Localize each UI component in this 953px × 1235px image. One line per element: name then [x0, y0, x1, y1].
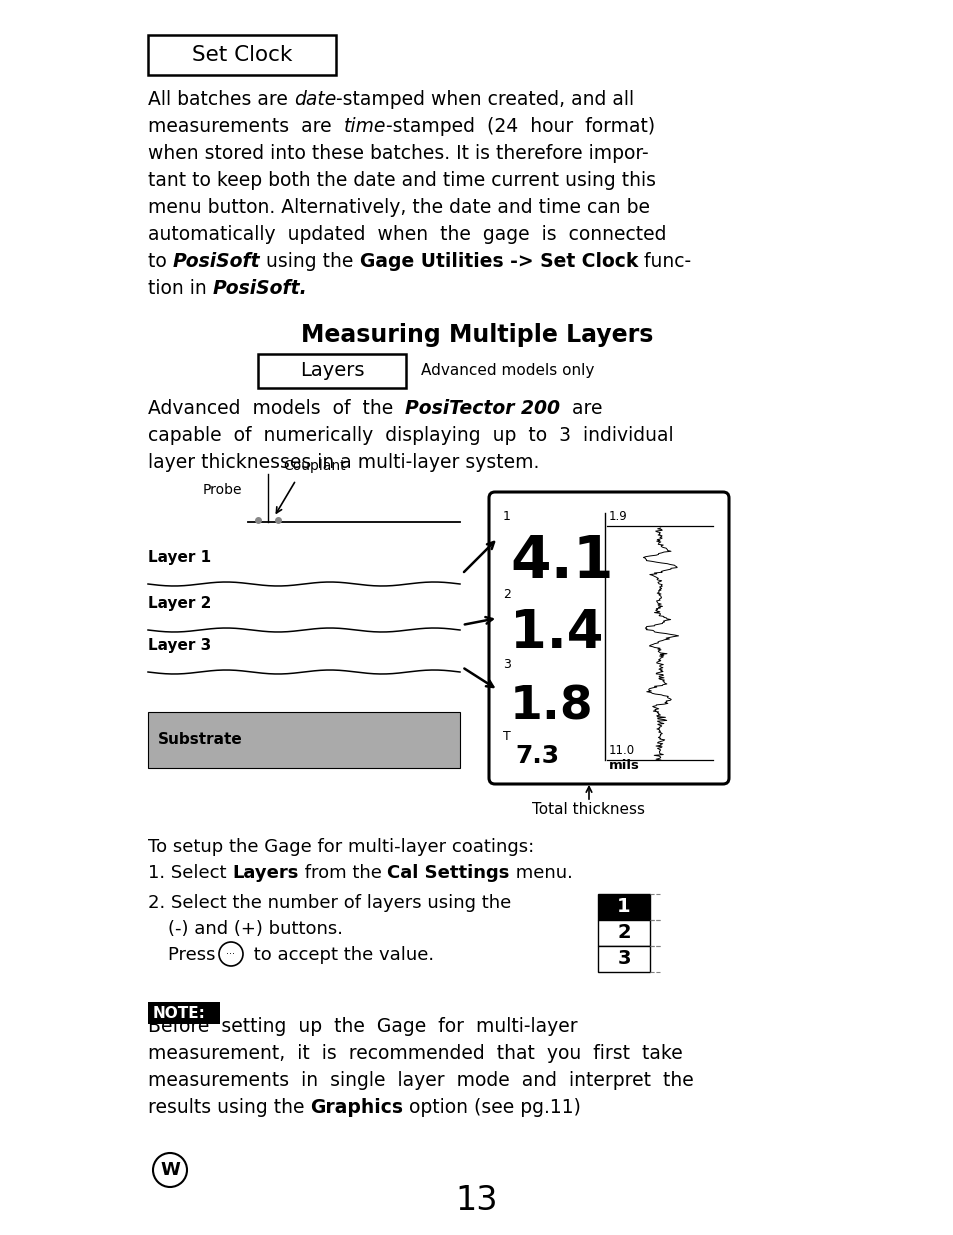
- Text: 1.8: 1.8: [510, 685, 593, 730]
- Text: To setup the Gage for multi-layer coatings:: To setup the Gage for multi-layer coatin…: [148, 839, 534, 856]
- Circle shape: [152, 1153, 187, 1187]
- Text: Set Clock: Set Clock: [192, 44, 292, 65]
- Text: -stamped  (24  hour  format): -stamped (24 hour format): [386, 117, 655, 136]
- Text: 1: 1: [502, 510, 511, 522]
- Text: Layers: Layers: [232, 864, 298, 882]
- Text: time: time: [343, 117, 386, 136]
- Text: W: W: [160, 1161, 180, 1179]
- Text: (-) and (+) buttons.: (-) and (+) buttons.: [168, 920, 343, 939]
- Text: 2: 2: [617, 924, 630, 942]
- Text: Couplant: Couplant: [283, 459, 345, 473]
- Text: Cal Settings: Cal Settings: [387, 864, 509, 882]
- Circle shape: [219, 942, 243, 966]
- Text: Layers: Layers: [299, 362, 364, 380]
- Text: 3: 3: [502, 658, 511, 671]
- Text: Before  setting  up  the  Gage  for  multi-layer: Before setting up the Gage for multi-lay…: [148, 1016, 577, 1036]
- Text: 3: 3: [617, 950, 630, 968]
- Text: 2. Select the number of layers using the: 2. Select the number of layers using the: [148, 894, 511, 911]
- Text: tion in: tion in: [148, 279, 213, 298]
- Text: Press: Press: [168, 946, 221, 965]
- Text: results using the: results using the: [148, 1098, 310, 1116]
- Bar: [598, 946, 649, 972]
- Text: -stamped when created, and all: -stamped when created, and all: [335, 90, 634, 109]
- Text: menu.: menu.: [509, 864, 572, 882]
- Text: when stored into these batches. It is therefore impor-: when stored into these batches. It is th…: [148, 144, 648, 163]
- Bar: [148, 35, 335, 75]
- Text: measurements  are: measurements are: [148, 117, 343, 136]
- Text: automatically  updated  when  the  gage  is  connected: automatically updated when the gage is c…: [148, 225, 666, 245]
- Text: measurements  in  single  layer  mode  and  interpret  the: measurements in single layer mode and in…: [148, 1071, 693, 1091]
- Text: 7.3: 7.3: [515, 743, 558, 768]
- Text: Substrate: Substrate: [158, 732, 242, 747]
- Text: option (see pg.11): option (see pg.11): [403, 1098, 580, 1116]
- Text: using the: using the: [260, 252, 359, 270]
- Bar: [598, 920, 649, 946]
- Text: Probe: Probe: [203, 483, 242, 496]
- Bar: [257, 354, 406, 388]
- Text: Layer 2: Layer 2: [148, 597, 212, 611]
- Text: from the: from the: [298, 864, 387, 882]
- Text: All batches are: All batches are: [148, 90, 294, 109]
- Text: PosiTector 200: PosiTector 200: [405, 399, 559, 417]
- Text: date: date: [294, 90, 335, 109]
- Text: menu button. Alternatively, the date and time can be: menu button. Alternatively, the date and…: [148, 198, 649, 217]
- Text: Measuring Multiple Layers: Measuring Multiple Layers: [300, 324, 653, 347]
- Text: mils: mils: [608, 760, 639, 772]
- Text: ···: ···: [226, 948, 235, 960]
- Text: PosiSoft: PosiSoft: [172, 252, 260, 270]
- Text: Advanced  models  of  the: Advanced models of the: [148, 399, 405, 417]
- FancyBboxPatch shape: [489, 492, 728, 784]
- Text: 1.9: 1.9: [608, 510, 627, 522]
- Bar: [148, 713, 459, 768]
- Text: Advanced models only: Advanced models only: [420, 363, 594, 378]
- Text: 1.4: 1.4: [510, 606, 602, 659]
- Text: Layer 1: Layer 1: [148, 550, 211, 564]
- Text: T: T: [502, 730, 510, 743]
- Text: 11.0: 11.0: [608, 743, 635, 757]
- Text: to accept the value.: to accept the value.: [248, 946, 434, 965]
- Text: to: to: [148, 252, 172, 270]
- Text: Gage Utilities -> Set Clock: Gage Utilities -> Set Clock: [359, 252, 638, 270]
- Bar: [598, 894, 649, 920]
- Text: tant to keep both the date and time current using this: tant to keep both the date and time curr…: [148, 170, 656, 190]
- Bar: [148, 1002, 220, 1024]
- Text: 1. Select: 1. Select: [148, 864, 232, 882]
- Text: NOTE:: NOTE:: [152, 1005, 206, 1020]
- Text: 1: 1: [617, 898, 630, 916]
- Text: Layer 3: Layer 3: [148, 638, 211, 653]
- Text: 2: 2: [502, 588, 511, 601]
- Text: PosiSoft.: PosiSoft.: [213, 279, 307, 298]
- Text: Graphics: Graphics: [310, 1098, 403, 1116]
- Text: Total thickness: Total thickness: [532, 802, 645, 818]
- Text: 4.1: 4.1: [510, 534, 613, 590]
- Text: 13: 13: [456, 1184, 497, 1216]
- Text: layer thicknesses in a multi-layer system.: layer thicknesses in a multi-layer syste…: [148, 453, 538, 472]
- Text: func-: func-: [638, 252, 691, 270]
- Text: are: are: [559, 399, 602, 417]
- Text: capable  of  numerically  displaying  up  to  3  individual: capable of numerically displaying up to …: [148, 426, 673, 445]
- Text: measurement,  it  is  recommended  that  you  first  take: measurement, it is recommended that you …: [148, 1044, 682, 1063]
